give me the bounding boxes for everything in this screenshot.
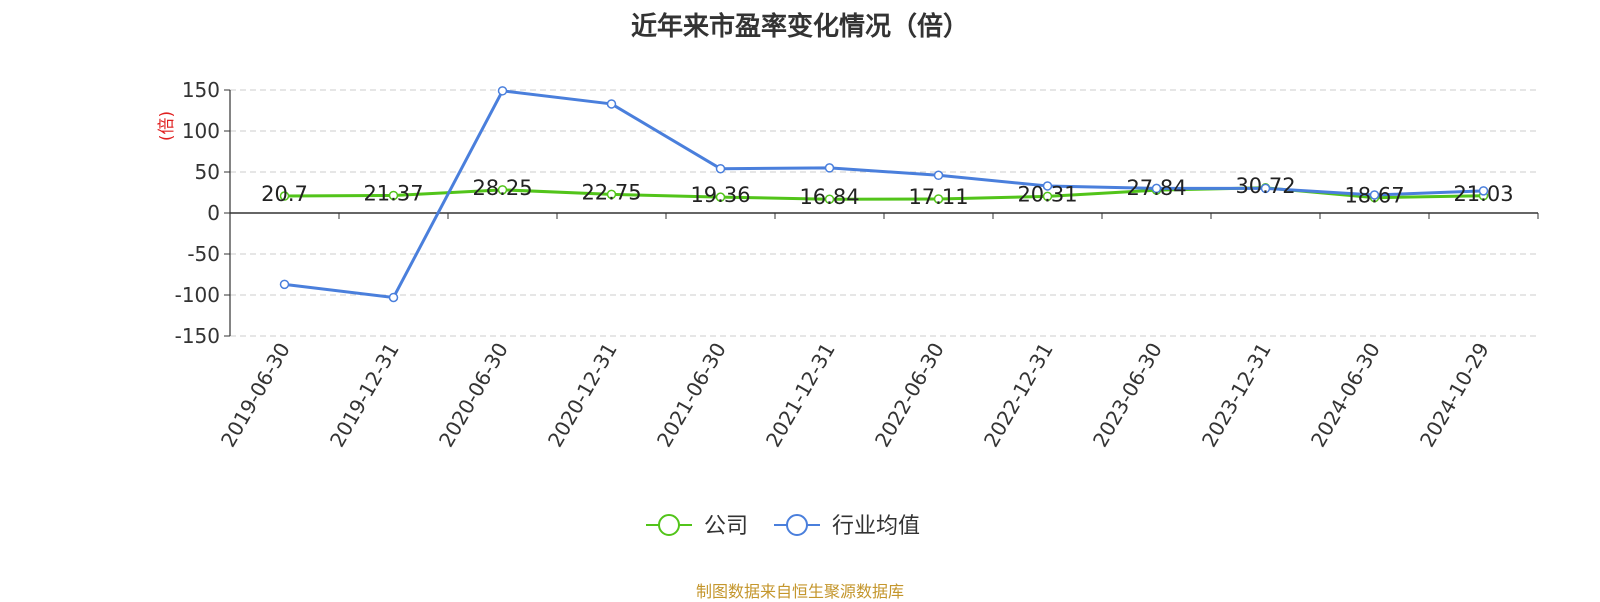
- data-point: [279, 191, 290, 201]
- data-point: [715, 192, 726, 202]
- data-label: 21.37: [363, 181, 423, 205]
- y-axis-unit-label: (倍): [157, 111, 177, 141]
- data-label: 21.03: [1453, 182, 1513, 206]
- data-label: 22.75: [581, 180, 641, 204]
- pe-ratio-line-chart: 150 100 50 0 -50 -100 -150 (倍) 2019-06-30 2019-12…: [157, 78, 1539, 539]
- y-tick-label: 50: [195, 160, 220, 184]
- data-point: [606, 99, 617, 109]
- data-point: [1260, 183, 1271, 194]
- data-point: [1042, 191, 1053, 202]
- data-label: 28.25: [472, 176, 532, 200]
- y-tick-label: 0: [207, 201, 220, 225]
- series-line-1: [284, 89, 1484, 299]
- data-point: [497, 86, 508, 96]
- x-tick-label: 2020-06-30: [434, 339, 513, 452]
- y-tick-label: -150: [175, 324, 220, 348]
- y-tick-label: -100: [175, 283, 220, 307]
- x-tick-label: 2019-06-30: [216, 339, 295, 452]
- data-point: [388, 190, 399, 201]
- legend-label: 行业均值: [832, 514, 920, 539]
- data-source-note: 制图数据来自恒生聚源数据库: [695, 582, 904, 601]
- data-point: [1151, 183, 1162, 194]
- data-point: [497, 185, 508, 195]
- x-tick-label: 2021-06-30: [652, 339, 731, 452]
- y-tick-label: 100: [182, 119, 220, 143]
- x-tick-label: 2023-12-31: [1197, 339, 1276, 452]
- data-label: 30.72: [1235, 174, 1295, 198]
- legend-label: 公司: [704, 514, 748, 539]
- x-tick-label: 2024-06-30: [1306, 339, 1385, 452]
- data-label: 18.67: [1344, 184, 1404, 208]
- x-tick-label: 2019-12-31: [325, 339, 404, 452]
- x-tick-label: 2021-12-31: [761, 339, 840, 452]
- data-label: 20.7: [261, 182, 308, 206]
- data-point: [1042, 181, 1053, 191]
- data-point: [933, 170, 944, 181]
- data-point: [1369, 190, 1380, 200]
- x-tick-label: 2020-12-31: [543, 339, 622, 452]
- data-point: [824, 194, 835, 204]
- data-point: [279, 279, 290, 290]
- y-tick-label: 150: [182, 78, 220, 102]
- data-label: 19.36: [690, 183, 750, 207]
- chart-title: 近年来市盈率变化情况（倍）: [630, 12, 969, 42]
- data-label: 27.84: [1126, 176, 1186, 200]
- data-point: [824, 163, 835, 173]
- x-tick-label: 2024-10-29: [1415, 339, 1494, 452]
- data-point: [1478, 186, 1489, 196]
- y-tick-label: -50: [187, 242, 220, 266]
- data-point: [388, 292, 399, 303]
- data-point: [933, 194, 944, 204]
- data-point: [715, 163, 726, 174]
- x-tick-label: 2022-06-30: [870, 339, 949, 452]
- x-tick-label: 2022-12-31: [979, 339, 1058, 452]
- x-tick-label: 2023-06-30: [1088, 339, 1167, 452]
- legend-marker: [786, 514, 808, 536]
- data-label: 17.11: [908, 185, 968, 209]
- data-label: 16.84: [799, 185, 859, 209]
- legend-marker: [658, 514, 680, 536]
- data-point: [606, 189, 617, 200]
- data-label: 20.31: [1017, 182, 1077, 206]
